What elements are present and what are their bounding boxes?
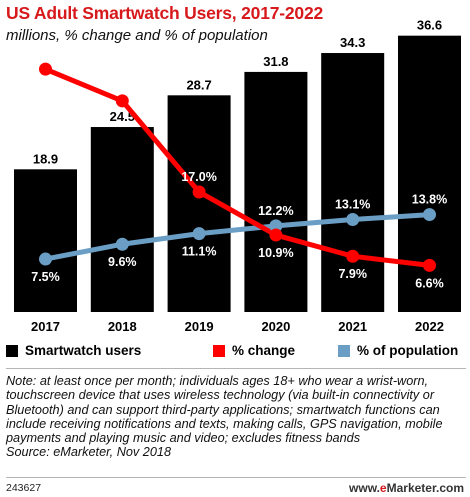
logo-e: e xyxy=(379,481,387,495)
logo-prefix: www. xyxy=(349,481,380,495)
legend-swatch-red xyxy=(213,344,225,357)
bar xyxy=(90,127,154,313)
legend-item-smartwatch-users: Smartwatch users xyxy=(6,343,141,358)
percent-change-label: 7.9% xyxy=(338,267,367,281)
bar-value-label: 36.6 xyxy=(417,18,442,33)
bar-value-label: 28.7 xyxy=(186,77,211,92)
percent-of-population-label: 13.8% xyxy=(412,193,447,207)
percent-change-point xyxy=(269,228,283,242)
chart-subtitle: millions, % change and % of population xyxy=(6,27,268,44)
percent-change-point xyxy=(423,258,436,272)
percent-change-point xyxy=(39,62,52,76)
percent-change-label: 34.4% xyxy=(28,47,63,61)
divider xyxy=(6,368,466,369)
bar-value-label: 24.5 xyxy=(110,109,135,124)
percent-of-population-point xyxy=(192,227,206,241)
percent-change-point xyxy=(192,185,206,199)
legend-swatch-blue xyxy=(338,344,350,357)
percent-of-population-label: 13.1% xyxy=(335,198,370,212)
chart-legend: Smartwatch users % change % of populatio… xyxy=(6,343,466,363)
bar xyxy=(321,53,385,312)
percent-of-population-point xyxy=(346,213,360,227)
legend-label: Smartwatch users xyxy=(25,343,142,358)
x-axis-tick-label: 2020 xyxy=(261,319,290,334)
x-axis-tick-label: 2022 xyxy=(415,319,444,334)
chart-canvas: 18.9 24.5 28.7 31.8 34.3 36.6 2017 2018 2019 2020… xyxy=(14,18,461,334)
x-axis-tick-label: 2021 xyxy=(338,319,367,334)
legend-label: % of population xyxy=(357,343,459,358)
percent-of-population-point xyxy=(423,208,436,222)
percent-change-label: 10.9% xyxy=(258,246,293,260)
bar-value-label: 34.3 xyxy=(340,35,365,50)
percent-change-label: 6.6% xyxy=(415,276,444,290)
logo-suffix: .com xyxy=(435,481,464,495)
percent-of-population-point xyxy=(269,219,283,233)
percent-change-label: 29.9% xyxy=(105,79,140,93)
x-axis-tick-label: 2017 xyxy=(31,319,60,334)
x-axis-tick-label: 2019 xyxy=(185,319,214,334)
emarketer-logo[interactable]: www.eMarketer.com xyxy=(349,481,464,495)
chart-title: US Adult Smartwatch Users, 2017-2022 xyxy=(6,3,324,23)
percent-of-population-point xyxy=(39,252,52,266)
percent-of-population-label: 7.5% xyxy=(31,270,60,284)
percent-change-label: 17.0% xyxy=(181,170,216,184)
percent-of-population-label: 12.2% xyxy=(258,204,293,218)
divider xyxy=(6,477,466,478)
bar-value-label: 31.8 xyxy=(263,54,288,69)
source-text: Source: eMarketer, Nov 2018 xyxy=(6,445,172,460)
bar xyxy=(14,169,77,312)
percent-of-population-label: 9.6% xyxy=(108,255,137,269)
bar-value-label: 18.9 xyxy=(33,151,58,166)
chart-note: Note: at least once per month; individua… xyxy=(6,374,466,460)
percent-change-point xyxy=(346,249,360,263)
percent-change-point xyxy=(115,94,129,108)
legend-item-percent-change: % change xyxy=(213,343,295,358)
legend-label: % change xyxy=(232,343,296,358)
note-text: Note: at least once per month; individua… xyxy=(6,374,443,446)
bar xyxy=(244,71,308,312)
percent-change-line xyxy=(43,66,432,268)
chart-id: 243627 xyxy=(6,482,42,494)
x-axis-tick-label: 2018 xyxy=(108,319,137,334)
legend-item-percent-of-population: % of population xyxy=(338,343,458,358)
legend-swatch-black xyxy=(6,344,18,357)
percent-of-population-line xyxy=(43,212,432,262)
percent-of-population-label: 11.1% xyxy=(182,245,217,259)
logo-name: Marketer xyxy=(386,481,436,495)
percent-of-population-point xyxy=(115,237,129,251)
footer: 243627 www.eMarketer.com xyxy=(6,481,464,495)
